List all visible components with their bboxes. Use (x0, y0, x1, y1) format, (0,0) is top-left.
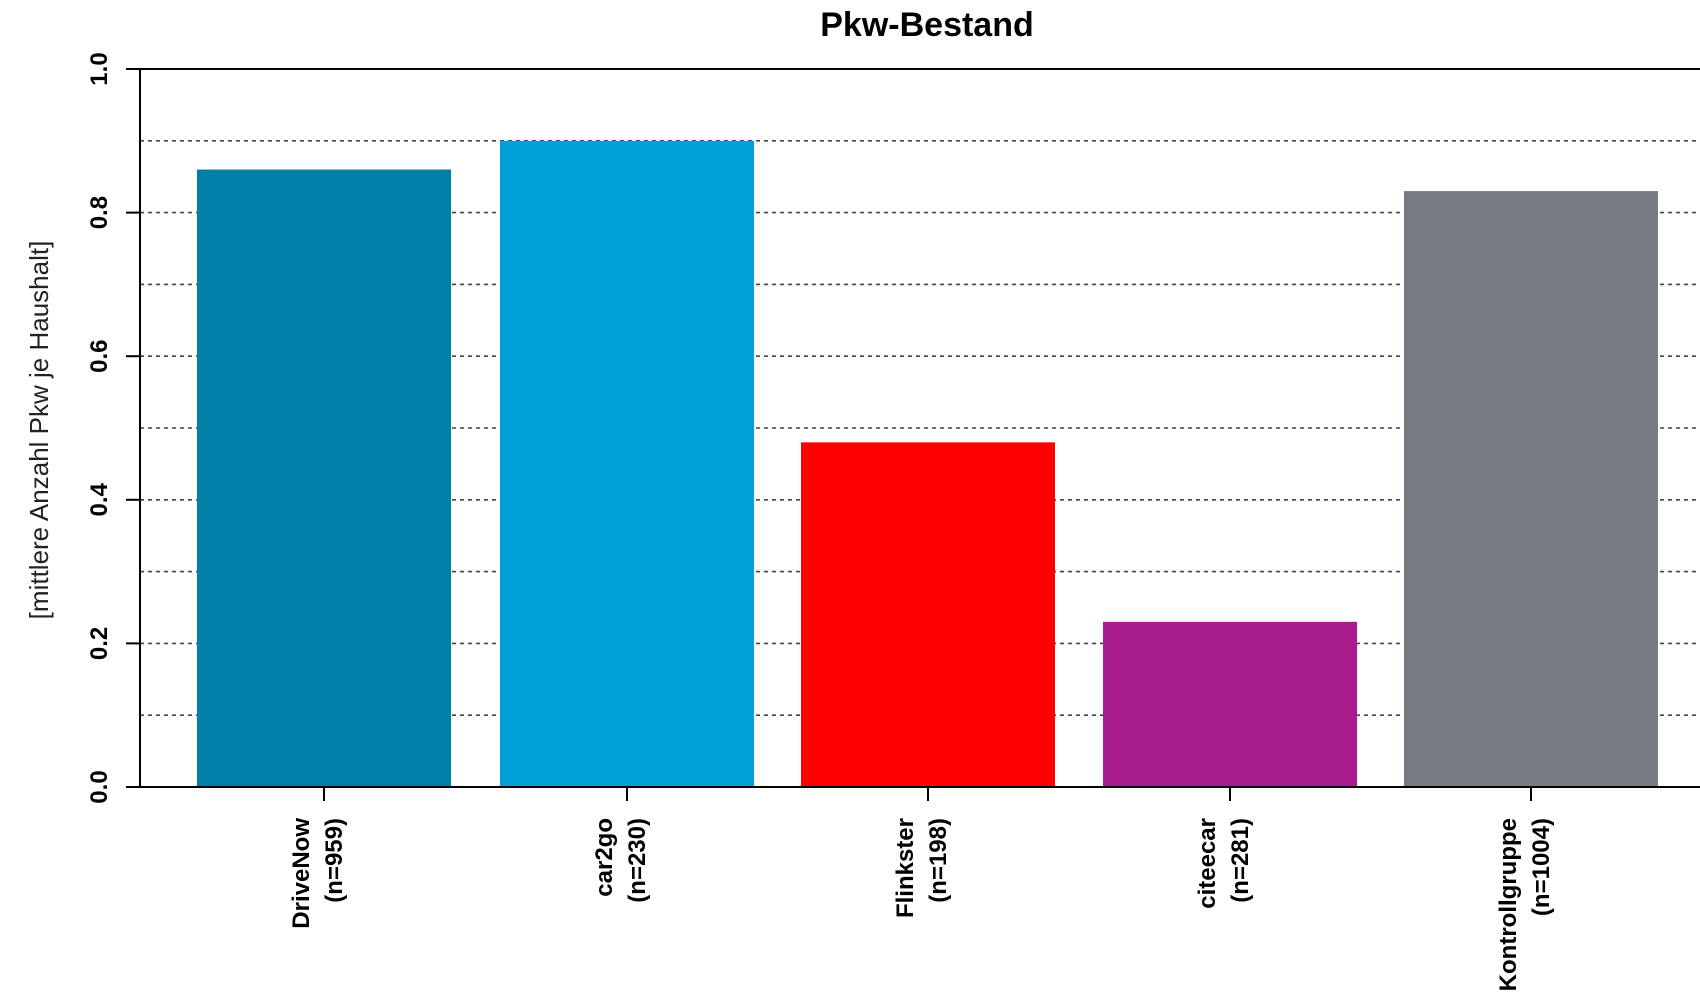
y-tick-label-1: 0.2 (86, 627, 113, 660)
y-axis-label: [mittlere Anzahl Pkw je Haushalt] (24, 241, 54, 620)
x-tick-label-line: car2go (591, 818, 618, 897)
x-tick-label-1: car2go (n=230) (591, 818, 651, 903)
x-tick-label-line: (n=230) (624, 818, 651, 903)
x-tick-label-line: (n=959) (321, 818, 348, 903)
x-tick-label-line: (n=1004) (1528, 818, 1555, 916)
x-tick-label-line: Kontrollgruppe (1495, 818, 1522, 991)
bar-0 (197, 169, 451, 787)
x-tick-label-2: Flinkster (n=198) (892, 818, 952, 918)
y-tick-label-4: 0.8 (86, 196, 113, 229)
x-tick-labels: DriveNow (n=959) car2go (n=230) Flinkster (n=… (288, 787, 1555, 991)
axes (139, 68, 1700, 788)
y-tick-labels: 0.0 0.2 0.4 0.6 0.8 1.0 (86, 52, 140, 804)
y-tick-label-3: 0.6 (86, 340, 113, 373)
x-tick-label-3: citeecar (n=281) (1194, 818, 1254, 909)
x-tick-label-line: (n=281) (1227, 818, 1254, 903)
x-tick-label-0: DriveNow (n=959) (288, 818, 348, 929)
bar-1 (500, 140, 754, 788)
y-tick-label-0: 0.0 (86, 770, 113, 803)
x-tick-label-line: DriveNow (288, 818, 315, 929)
bars (197, 140, 1658, 788)
x-tick-label-4: Kontrollgruppe (n=1004) (1495, 818, 1555, 991)
bar-3 (1103, 621, 1357, 787)
chart-title: Pkw-Bestand (820, 6, 1034, 44)
y-tick-label-5: 1.0 (86, 52, 113, 85)
x-tick-label-line: (n=198) (925, 818, 952, 903)
y-tick-label-2: 0.4 (86, 482, 113, 516)
bar-4 (1404, 191, 1658, 787)
x-tick-label-line: citeecar (1194, 818, 1221, 909)
x-tick-label-line: Flinkster (892, 818, 919, 918)
bar-2 (801, 442, 1055, 787)
